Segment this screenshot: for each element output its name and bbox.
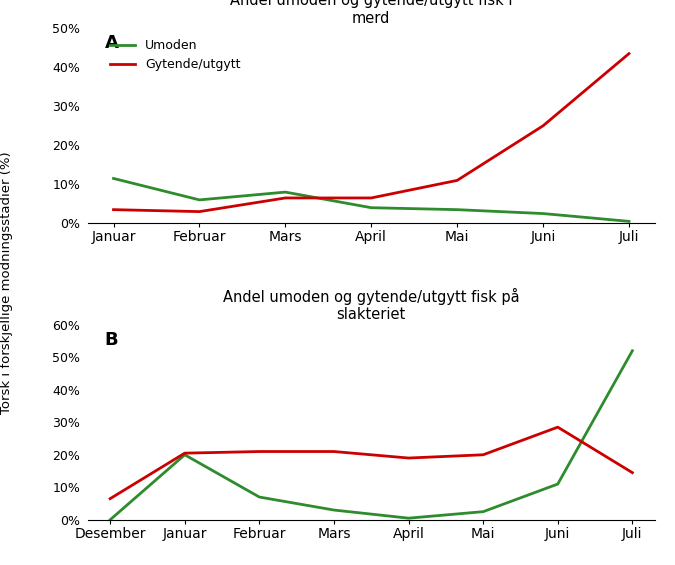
Umoden xyxy=(195,197,203,203)
Umoden xyxy=(367,205,375,211)
Umoden xyxy=(625,218,633,225)
Title: Andel umoden og gytende/utgytt fisk i
merd: Andel umoden og gytende/utgytt fisk i me… xyxy=(230,0,512,25)
Line: Umoden: Umoden xyxy=(113,179,629,221)
Text: B: B xyxy=(105,331,118,349)
Text: A: A xyxy=(105,34,119,52)
Gytende/utgytt xyxy=(625,50,633,57)
Gytende/utgytt xyxy=(195,208,203,215)
Text: Torsk i forskjellige modningsstadier (%): Torsk i forskjellige modningsstadier (%) xyxy=(0,151,14,414)
Gytende/utgytt xyxy=(539,123,547,129)
Line: Gytende/utgytt: Gytende/utgytt xyxy=(113,54,629,212)
Gytende/utgytt xyxy=(453,177,461,184)
Gytende/utgytt xyxy=(281,194,290,201)
Title: Andel umoden og gytende/utgytt fisk på
slakteriet: Andel umoden og gytende/utgytt fisk på s… xyxy=(223,288,520,322)
Umoden xyxy=(281,189,290,195)
Umoden xyxy=(109,175,117,182)
Gytende/utgytt xyxy=(109,206,117,213)
Umoden xyxy=(539,210,547,217)
Legend: Umoden, Gytende/utgytt: Umoden, Gytende/utgytt xyxy=(105,34,245,76)
Umoden xyxy=(453,206,461,213)
Gytende/utgytt xyxy=(367,194,375,201)
